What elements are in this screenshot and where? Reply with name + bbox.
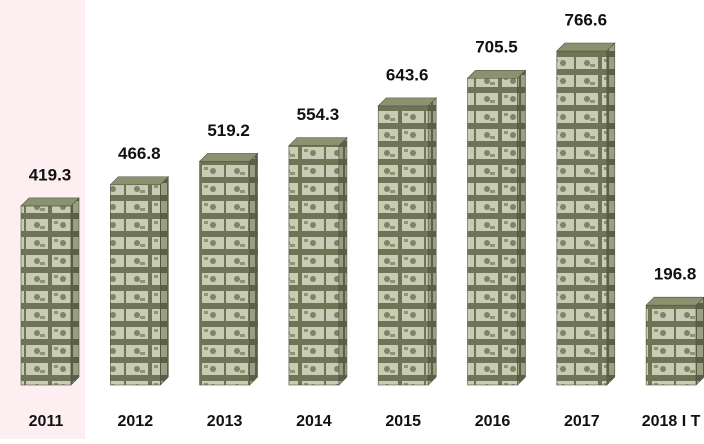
x-tick-label: 2011 [29,413,64,430]
money-stack [466,69,527,386]
stack-top [466,69,527,79]
stack-top [109,176,170,186]
stack-top [645,296,704,306]
stack-side [695,296,704,386]
stack-front [467,77,518,386]
stack-side [249,152,258,386]
stack-side [338,136,348,386]
x-tick-label: 2013 [207,413,243,430]
stack-side [70,197,80,386]
money-stack [20,197,80,386]
value-label: 419.3 [29,165,72,184]
stack-front [556,50,608,386]
stack-front [20,205,72,386]
x-tick-label: 2014 [296,413,332,430]
money-stack [377,97,437,386]
x-tick-label: 2015 [385,413,421,430]
x-tick-label: 2018 I T [642,413,701,430]
x-tick-label: 2012 [118,413,154,430]
stack-front [199,161,250,386]
stack-top [288,137,348,147]
stack-front [110,184,161,386]
money-stack [288,136,348,386]
stack-top [377,97,437,107]
value-label: 705.5 [475,38,518,57]
stack-side [606,42,616,386]
stack-side [427,97,437,386]
stack-top [20,197,80,207]
stack-side [160,176,169,386]
value-label: 519.2 [207,121,250,140]
value-label: 196.8 [654,265,697,284]
money-stack [198,152,259,386]
stack-top [198,153,259,162]
money-stack [109,176,170,386]
stack-front [645,304,697,386]
money-stack [645,296,704,386]
x-tick-label: 2016 [475,413,511,430]
money-stack [556,42,616,386]
stack-front [288,145,340,386]
x-tick-label: 2017 [564,413,600,430]
stack-front [377,105,429,386]
value-label: 643.6 [386,65,429,84]
value-label: 554.3 [297,105,340,124]
value-label: 766.6 [565,10,608,29]
stack-top [556,42,616,52]
value-label: 466.8 [118,144,161,163]
stack-side [517,69,526,386]
